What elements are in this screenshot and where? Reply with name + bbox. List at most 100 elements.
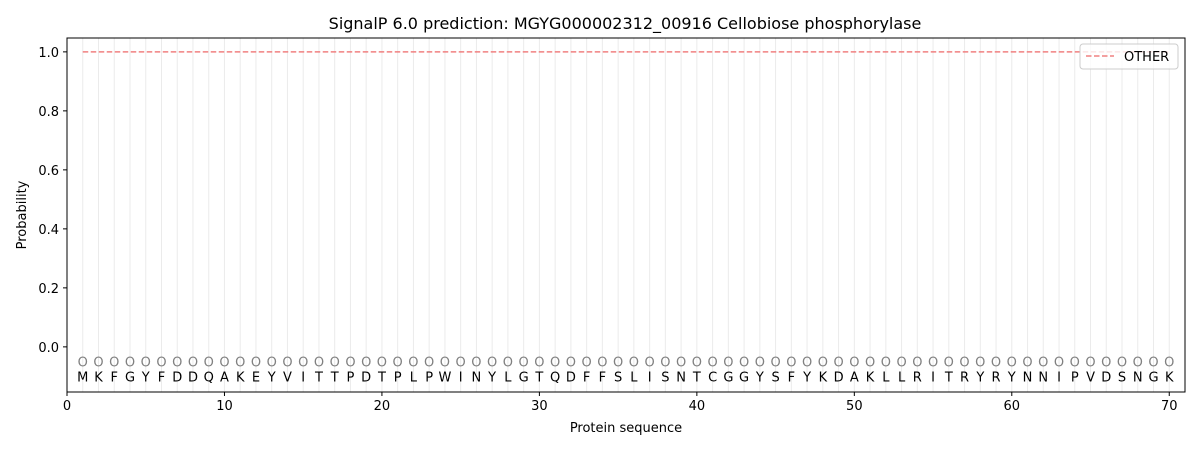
residue-label: W (438, 370, 451, 385)
residue-label: M (77, 370, 88, 385)
residue-label: Q (204, 370, 214, 385)
residue-label: G (723, 370, 733, 385)
residue-label: Q (550, 370, 560, 385)
prediction-marker: O (629, 356, 639, 371)
residue-label: I (301, 370, 305, 385)
residue-label: F (583, 370, 590, 385)
y-tick-label: 1.0 (38, 46, 59, 61)
y-tick-label: 0.8 (38, 105, 59, 120)
residue-label: N (472, 370, 482, 385)
prediction-marker: O (1117, 356, 1127, 371)
residue-gridlines (82, 38, 1170, 392)
prediction-marker: O (912, 356, 922, 371)
residue-label: Y (141, 370, 150, 385)
residue-label: D (188, 370, 198, 385)
legend-box (1079, 43, 1179, 70)
residue-label: V (283, 370, 292, 385)
residue-label: I (931, 370, 935, 385)
residue-label: I (648, 370, 652, 385)
prediction-marker: O (833, 356, 843, 371)
residue-label: L (504, 370, 512, 385)
residue-label: N (1038, 370, 1048, 385)
residue-label: N (676, 370, 686, 385)
residue-label: P (394, 370, 402, 385)
prediction-marker: O (345, 356, 355, 371)
prediction-marker: O (1085, 356, 1095, 371)
prediction-marker: O (660, 356, 670, 371)
residue-label: Y (267, 370, 276, 385)
prediction-marker: O (361, 356, 371, 371)
prediction-marker: O (235, 356, 245, 371)
x-tick-label: 70 (1161, 399, 1178, 414)
prediction-marker: O (314, 356, 324, 371)
x-axis-label: Protein sequence (570, 421, 682, 436)
residue-label: T (944, 370, 953, 385)
residue-label: S (661, 370, 669, 385)
prediction-marker: O (298, 356, 308, 371)
residue-label: T (692, 370, 701, 385)
residue-label: S (1118, 370, 1126, 385)
residue-label: R (992, 370, 1001, 385)
prediction-marker: O (109, 356, 119, 371)
prediction-marker: O (896, 356, 906, 371)
prediction-marker: O (393, 356, 403, 371)
residue-label: N (1133, 370, 1143, 385)
prediction-marker: O (1007, 356, 1017, 371)
prediction-marker: O (582, 356, 592, 371)
residue-label: L (410, 370, 418, 385)
residue-label: E (252, 370, 260, 385)
y-axis-label: Probability (15, 180, 30, 249)
prediction-marker: O (755, 356, 765, 371)
x-axis: 0 10 20 30 40 50 60 70 (63, 392, 1178, 414)
prediction-marker: O (456, 356, 466, 371)
prediction-marker: O (377, 356, 387, 371)
x-tick-label: 60 (1004, 399, 1021, 414)
prediction-marker: O (770, 356, 780, 371)
prediction-marker: O (692, 356, 702, 371)
prediction-marker: O (188, 356, 198, 371)
prediction-marker: O (975, 356, 985, 371)
prediction-marker: O (424, 356, 434, 371)
residue-label: I (459, 370, 463, 385)
residue-label: T (377, 370, 386, 385)
prediction-marker: O (849, 356, 859, 371)
residue-label: Y (755, 370, 764, 385)
prediction-marker: O (881, 356, 891, 371)
residue-label: G (125, 370, 135, 385)
residue-label: N (1023, 370, 1033, 385)
prediction-marker: O (597, 356, 607, 371)
residue-label: T (534, 370, 543, 385)
y-tick-label: 0.2 (38, 282, 59, 297)
prediction-marker: O (1054, 356, 1064, 371)
prediction-marker: O (219, 356, 229, 371)
prediction-marker: O (707, 356, 717, 371)
residue-label: D (1101, 370, 1111, 385)
x-tick-label: 40 (689, 399, 706, 414)
prediction-marker: O (204, 356, 214, 371)
prediction-marker: O (141, 356, 151, 371)
prediction-marker: O (676, 356, 686, 371)
prediction-marker: O (550, 356, 560, 371)
residue-label: Y (975, 370, 984, 385)
prediction-marker: O (991, 356, 1001, 371)
prediction-marker: O (125, 356, 135, 371)
prediction-marker: O (802, 356, 812, 371)
prediction-marker: O (519, 356, 529, 371)
residue-label: V (1086, 370, 1095, 385)
prediction-marker: O (172, 356, 182, 371)
prediction-marker: O (1038, 356, 1048, 371)
prediction-marker: O (93, 356, 103, 371)
chart-title: SignalP 6.0 prediction: MGYG000002312_00… (329, 14, 922, 34)
prediction-marker: O (282, 356, 292, 371)
prediction-marker: O (1148, 356, 1158, 371)
prediction-marker: O (156, 356, 166, 371)
x-tick-label: 30 (531, 399, 548, 414)
prediction-marker: O (645, 356, 655, 371)
prediction-marker: O (503, 356, 513, 371)
prediction-marker: O (487, 356, 497, 371)
residue-label: P (425, 370, 433, 385)
prediction-marker: O (928, 356, 938, 371)
prediction-marker: O (723, 356, 733, 371)
prediction-marker: O (959, 356, 969, 371)
prediction-marker: O (1022, 356, 1032, 371)
